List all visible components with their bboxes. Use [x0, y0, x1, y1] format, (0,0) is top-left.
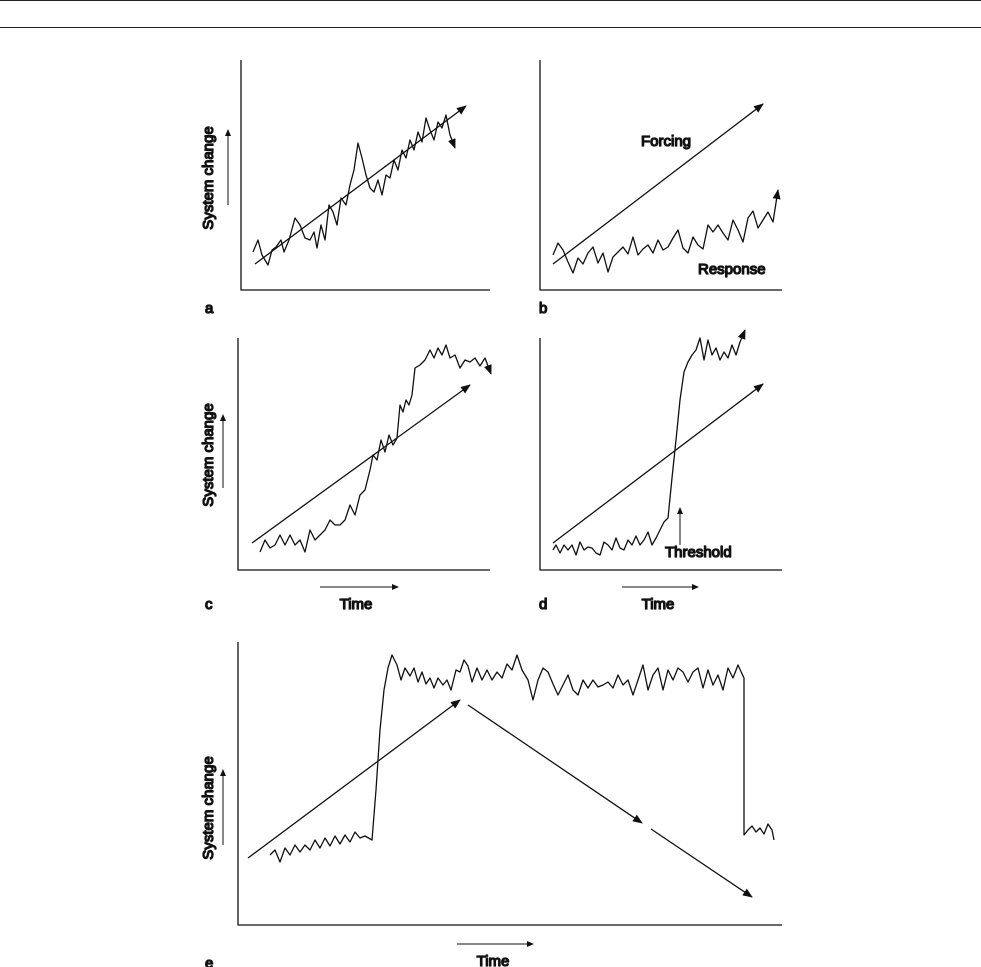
panel-b-response-line	[552, 189, 781, 274]
panel-a: System change a	[199, 60, 490, 318]
panel-a-forcing-line	[254, 105, 467, 265]
panel-c: System change Time c	[199, 338, 492, 614]
panel-c-ylabel: System change	[200, 403, 217, 506]
panel-e-letter: e	[205, 955, 213, 967]
panel-b-response-label: Response	[698, 261, 766, 278]
panel-e: System change Time e	[199, 642, 782, 967]
panel-a-letter: a	[205, 300, 214, 317]
panel-e-forcing-up	[247, 699, 461, 859]
header-rule-top	[0, 0, 981, 1]
panel-e-response-line	[269, 654, 775, 863]
panel-d-letter: d	[539, 596, 547, 613]
panel-c-letter: c	[205, 596, 213, 613]
panel-c-xlabel: Time	[340, 596, 373, 613]
panel-d-axes	[539, 338, 782, 571]
panel-e-forcing-down-2	[650, 828, 753, 898]
panel-d: Threshold Time d	[538, 329, 782, 614]
panel-b-forcing-line	[552, 103, 764, 265]
panel-d-threshold-label: Threshold	[665, 544, 732, 561]
panel-c-forcing-line	[251, 384, 471, 544]
panel-b-letter: b	[539, 300, 547, 317]
panel-a-response-line	[252, 114, 456, 266]
panel-d-response-line	[552, 329, 746, 556]
panel-e-ylabel: System change	[200, 756, 217, 859]
panel-a-ylabel: System change	[200, 126, 217, 229]
panel-d-forcing-line	[552, 383, 764, 544]
panel-c-response-line	[259, 344, 492, 553]
panel-b-forcing-label: Forcing	[641, 133, 691, 150]
panel-c-axes	[237, 338, 490, 571]
panel-d-xlabel: Time	[642, 596, 675, 613]
panel-e-xlabel: Time	[477, 953, 510, 967]
panel-e-forcing-down-1	[467, 704, 643, 824]
panel-e-axes	[237, 642, 782, 926]
header-rule-bottom	[0, 27, 981, 28]
panel-a-axes	[240, 60, 490, 291]
panel-b: Forcing Response b	[538, 60, 782, 318]
panel-b-axes	[539, 60, 782, 291]
